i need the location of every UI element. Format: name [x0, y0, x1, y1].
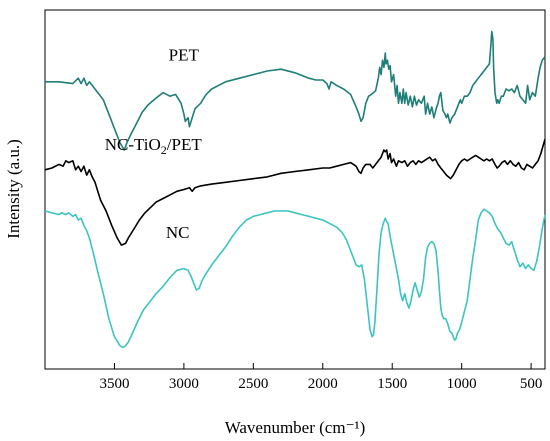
series-label-1: NC-TiO2/PET: [105, 135, 203, 157]
series-label-main: PET: [169, 45, 200, 64]
x-tick-label: 2500: [238, 376, 268, 392]
x-tick-label: 3500: [99, 376, 129, 392]
x-tick-label: 1500: [377, 376, 407, 392]
series-label-0: PET: [169, 45, 200, 64]
series-line-2: [44, 208, 546, 349]
x-tick-label: 500: [520, 376, 543, 392]
x-axis-title: Wavenumber (cm⁻¹): [225, 418, 366, 437]
series-lines: [44, 30, 546, 349]
x-axis-ticks: 3500 3000 2500 2000 1500 1000 500: [99, 363, 542, 392]
x-tick-label: 3000: [169, 376, 199, 392]
plot-frame: [44, 9, 546, 370]
x-tick-label: 1000: [447, 376, 477, 392]
series-label-subscript: 2: [161, 143, 167, 157]
series-line-0: [45, 30, 546, 151]
y-axis-title: Intensity (a.u.): [4, 139, 23, 239]
series-label-main: NC: [166, 223, 190, 242]
series-labels: PET NC-TiO2/PET NC: [105, 45, 203, 242]
series-label-2: NC: [166, 223, 190, 242]
series-label-main: NC-TiO: [105, 135, 161, 154]
x-tick-label: 2000: [308, 376, 338, 392]
series-line-1: [44, 138, 546, 246]
series-label-tail: /PET: [167, 135, 203, 154]
